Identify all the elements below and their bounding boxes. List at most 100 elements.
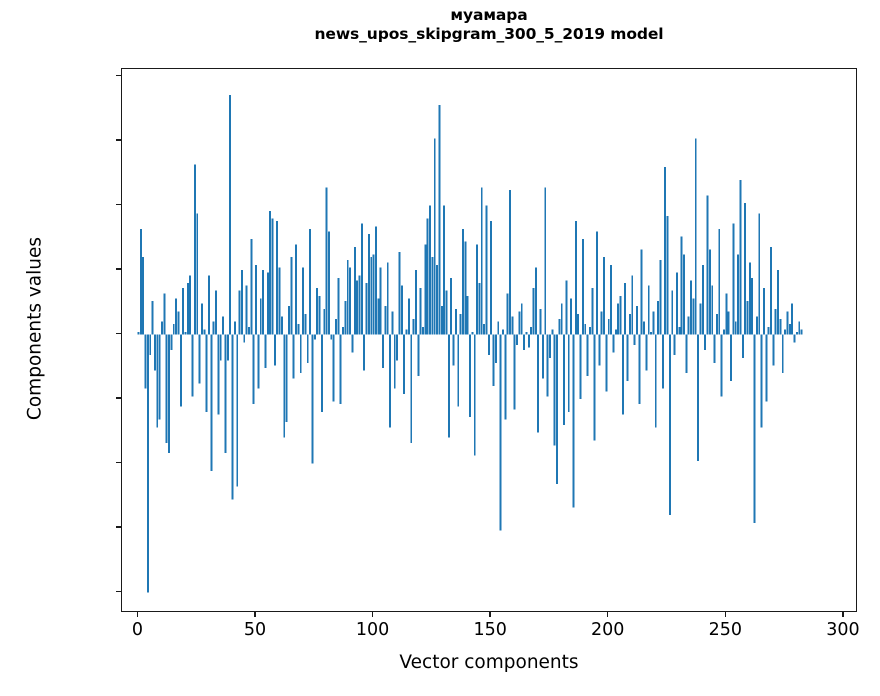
bar: [266, 272, 269, 335]
bar: [344, 301, 347, 335]
bar: [558, 319, 561, 335]
bar: [633, 334, 636, 345]
y-tick-mark: [116, 268, 121, 270]
bar: [273, 334, 276, 366]
bar: [694, 138, 697, 335]
bar: [619, 295, 622, 335]
bar: [560, 303, 563, 335]
bar: [678, 326, 681, 335]
bar: [473, 334, 476, 456]
bar: [701, 264, 704, 335]
bar: [142, 257, 145, 335]
bar: [784, 329, 787, 335]
bar: [781, 334, 784, 374]
bar: [311, 334, 314, 464]
bar: [551, 329, 554, 335]
bar: [360, 223, 363, 335]
bar: [297, 324, 300, 335]
bar: [791, 303, 794, 335]
bar: [306, 334, 309, 363]
bar: [217, 334, 220, 415]
bar: [407, 298, 410, 335]
bar: [327, 231, 330, 335]
bar: [403, 334, 406, 394]
bar: [798, 321, 801, 335]
bar: [299, 334, 302, 374]
bar: [532, 288, 535, 335]
bar: [419, 288, 422, 335]
bar: [586, 334, 589, 376]
bar: [236, 334, 239, 487]
bar: [191, 334, 194, 397]
bar: [276, 221, 279, 335]
bar: [295, 244, 297, 335]
bar: [758, 213, 761, 335]
bar: [478, 282, 481, 335]
bar: [156, 334, 159, 428]
bar: [151, 301, 154, 335]
bar: [647, 285, 650, 335]
bar: [746, 301, 749, 335]
x-tick-mark: [136, 612, 139, 617]
bar: [581, 239, 584, 335]
bar: [638, 334, 641, 405]
bar: [720, 334, 723, 397]
bar: [431, 257, 434, 335]
bar: [367, 234, 370, 335]
bar: [666, 215, 669, 335]
bar: [264, 334, 267, 369]
bar: [290, 257, 293, 335]
bar: [591, 288, 594, 335]
bar: [287, 306, 290, 335]
bar: [469, 334, 471, 418]
x-tick-mark: [371, 612, 374, 617]
chart-title: муамара news_upos_skipgram_300_5_2019 mo…: [121, 6, 857, 44]
bar: [683, 254, 685, 335]
y-tick-mark: [116, 139, 121, 141]
bar: [238, 290, 241, 335]
x-tick-label: 0: [131, 620, 144, 640]
x-tick-mark: [489, 612, 491, 617]
bar: [574, 221, 577, 335]
bar: [579, 334, 582, 399]
bar: [795, 331, 798, 335]
bar: [414, 270, 417, 335]
bar: [398, 252, 401, 335]
bar: [727, 311, 730, 335]
bar: [358, 275, 361, 335]
bar: [457, 334, 460, 407]
bar: [767, 326, 770, 335]
bar: [506, 293, 509, 335]
bar: [443, 205, 446, 335]
bar: [203, 329, 206, 335]
y-tick-mark: [116, 75, 121, 77]
bar: [645, 334, 648, 371]
bar: [600, 311, 603, 335]
bar: [466, 295, 469, 335]
bar: [640, 249, 643, 335]
bar: [255, 264, 257, 335]
y-tick-mark: [116, 332, 121, 335]
bar: [786, 311, 789, 335]
bar: [485, 205, 488, 335]
bar: [248, 326, 250, 335]
bar: [483, 324, 486, 335]
bar: [715, 313, 718, 335]
bar: [320, 334, 323, 412]
bar: [760, 334, 763, 428]
bar: [365, 282, 368, 335]
bar: [713, 334, 716, 363]
bar: [436, 264, 439, 335]
bar: [405, 329, 408, 335]
bar: [224, 334, 227, 454]
bar: [240, 270, 243, 335]
bar: [541, 334, 544, 379]
bar: [382, 334, 384, 369]
bar: [518, 311, 521, 335]
bar: [262, 270, 265, 335]
bar: [316, 288, 319, 335]
bar: [788, 324, 791, 335]
bar: [755, 316, 758, 335]
bar: [516, 334, 519, 345]
bar: [523, 334, 526, 351]
